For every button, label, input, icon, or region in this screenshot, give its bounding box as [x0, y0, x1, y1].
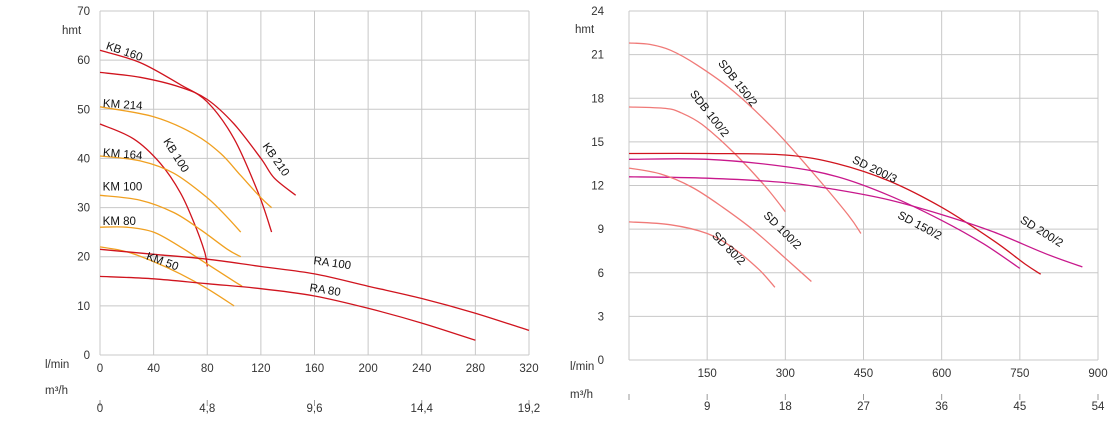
y-tick-label: 30: [77, 203, 90, 215]
curve-kb-100: [99, 123, 208, 267]
curve-label: KM 164: [102, 147, 143, 162]
curve-label: SD 150/2: [895, 210, 943, 243]
x-tick-label: 600: [932, 368, 951, 380]
m3h-tick-label: 18: [779, 401, 792, 413]
curve-km-214: [99, 106, 273, 209]
y-tick-label: 0: [598, 355, 604, 367]
y-tick-label: 60: [77, 55, 90, 67]
m3h-tick-label: 14,4: [411, 403, 434, 415]
y-tick-label: 9: [598, 224, 604, 236]
curve-sd-80-2: [628, 221, 776, 288]
curve-sd-200-2: [628, 176, 1083, 268]
curve-label: KM 80: [103, 216, 136, 228]
curve-label: SD 100/2: [761, 210, 803, 252]
y-tick-label: 18: [591, 93, 604, 105]
curve-sdb-100-2: [628, 106, 786, 213]
y-tick-label: 0: [84, 350, 90, 362]
curve-label: SDB 100/2: [687, 88, 731, 139]
curve-sd-100-2: [628, 167, 812, 282]
curve-label: KM 214: [102, 98, 143, 113]
y-tick-label: 20: [77, 252, 90, 264]
m3h-tick-label: 4,8: [199, 403, 215, 415]
flow-unit-label: l/min: [45, 359, 69, 371]
m3h-tick-label: 9: [704, 401, 710, 413]
curve-km-164: [99, 155, 242, 233]
curve-label: RA 80: [309, 282, 342, 299]
curve-label: SD 80/2: [709, 230, 747, 268]
curve-ra-80: [99, 275, 476, 341]
m3h-tick-label: 0: [97, 403, 103, 415]
curve-km-80: [99, 226, 243, 287]
curve-label: KM 50: [145, 251, 180, 274]
x-tick-label: 40: [147, 363, 160, 375]
m3h-unit-label: m³/h: [45, 385, 68, 397]
y-tick-label: 40: [77, 153, 90, 165]
x-tick-label: 300: [776, 368, 795, 380]
y-tick-label: 50: [77, 104, 90, 116]
x-tick-label: 320: [519, 363, 538, 375]
curve-sd-200-3: [628, 152, 1042, 275]
flow-unit-label: l/min: [570, 361, 594, 373]
m3h-unit-label: m³/h: [570, 389, 593, 401]
x-tick-label: 900: [1088, 368, 1107, 380]
y-tick-label: 6: [598, 268, 604, 280]
y-tick-label: 24: [591, 6, 604, 18]
m3h-tick-label: 27: [857, 401, 870, 413]
curve-label: KB 210: [260, 141, 291, 179]
y-axis-label: hmt: [575, 24, 595, 36]
y-tick-label: 10: [77, 301, 90, 313]
curve-kb-210: [99, 71, 297, 196]
m3h-tick-label: 9,6: [307, 403, 323, 415]
curve-km-100: [99, 194, 242, 258]
curve-label: RA 100: [313, 255, 352, 272]
x-tick-label: 80: [201, 363, 214, 375]
curve-sdb-150-2: [628, 42, 862, 234]
m3h-tick-label: 19,2: [518, 403, 540, 415]
y-tick-label: 12: [591, 181, 604, 193]
y-tick-label: 70: [77, 6, 90, 18]
x-tick-label: 280: [466, 363, 485, 375]
x-tick-label: 240: [412, 363, 431, 375]
y-tick-label: 21: [591, 50, 604, 62]
y-tick-label: 15: [591, 137, 604, 149]
curve-ra-100: [99, 248, 530, 332]
x-tick-label: 450: [854, 368, 873, 380]
x-tick-label: 160: [305, 363, 324, 375]
m3h-tick-label: 36: [935, 401, 948, 413]
chart-kb-km-ra: 0 10 20 30 40 50 60 70 0 40 80 120 160 200 240 280 320 hm…: [45, 6, 540, 415]
x-tick-label: 750: [1010, 368, 1029, 380]
x-tick-label: 120: [251, 363, 270, 375]
curve-label: KM 100: [103, 181, 143, 193]
y-tick-label: 3: [598, 311, 604, 323]
x-tick-label: 0: [97, 363, 103, 375]
m3h-tick-label: 45: [1013, 401, 1026, 413]
x-tick-label: 200: [359, 363, 378, 375]
curve-label: SDB 150/2: [715, 58, 759, 109]
m3h-tick-label: 54: [1092, 401, 1105, 413]
curve-kb-160: [99, 49, 273, 233]
curve-sd-150-2: [628, 158, 1021, 269]
x-tick-label: 150: [698, 368, 717, 380]
y-axis-label: hmt: [62, 25, 82, 37]
